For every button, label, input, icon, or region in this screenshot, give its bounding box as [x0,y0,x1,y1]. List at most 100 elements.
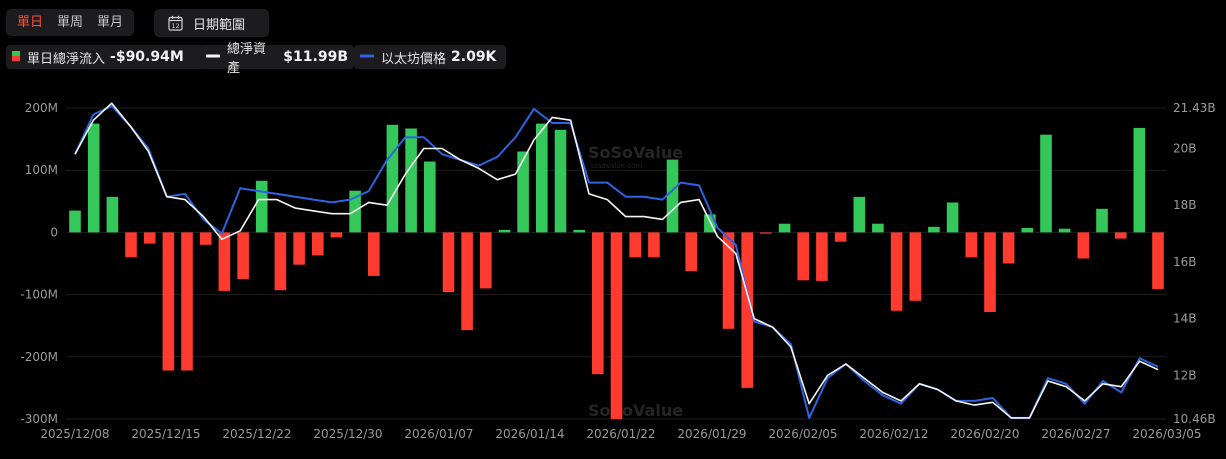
inflow-bar [704,214,716,233]
outflow-bar [368,232,380,276]
left-tick-label: -100M [20,288,58,302]
left-tick-label: 100M [25,163,58,177]
inflow-bar [1096,208,1108,233]
outflow-bar [274,232,287,291]
outflow-bar [143,232,156,244]
outflow-bar [312,232,324,256]
outflow-bar [610,232,623,419]
tab-daily[interactable]: 單日 [17,15,44,30]
right-tick-label: 10.46B [1173,412,1216,426]
outflow-bar [760,232,772,234]
outflow-bar [909,232,922,301]
x-tick-label: 2026/01/22 [586,427,655,441]
right-tick-label: 16B [1173,255,1197,269]
x-tick-label: 2026/03/05 [1132,427,1201,441]
inflow-bar [498,229,511,233]
left-tick-label: -200M [20,350,58,364]
daily-flow-bars [69,123,1164,419]
legend-label: 總淨資產 [227,42,267,76]
white-line-swatch-icon [205,50,221,65]
outflow-bar [629,232,641,258]
x-tick-label: 2026/02/20 [950,427,1019,441]
inflow-bar [1021,228,1034,233]
x-tick-label: 2025/12/08 [40,427,109,441]
inflow-bar [255,180,268,233]
outflow-bar [1002,232,1015,264]
outflow-bar [816,232,828,281]
legend-eth-price[interactable]: 以太坊價格 2.09K [354,45,506,69]
outflow-bar [330,232,343,238]
right-tick-label: 18B [1173,198,1197,212]
outflow-bar [834,232,847,242]
inflow-bar [928,226,940,233]
x-tick-label: 2026/02/27 [1041,427,1110,441]
inflow-bar [853,196,866,233]
outflow-bar [648,232,660,258]
legend-label: 以太坊價格 [381,51,447,67]
outflow-bar [741,232,753,388]
x-tick-label: 2026/01/29 [677,427,746,441]
inflow-bar [946,202,959,233]
x-axis-ticks: 2025/12/08 2025/12/15 2025/12/22 2025/12/30… [40,427,1201,441]
outflow-bar [480,232,492,289]
inflow-bar [1058,228,1071,233]
outflow-bar [1152,232,1164,289]
legend-label: 單日總淨流入 [27,51,106,67]
outflow-bar [125,232,137,258]
inflow-outflow-swatch-icon [12,50,20,65]
inflow-bar [386,124,399,233]
series-lines [74,102,1159,419]
outflow-bar [461,232,473,331]
outflow-bar [162,232,175,371]
inflow-bar [778,223,791,233]
x-tick-label: 2025/12/30 [313,427,382,441]
x-tick-label: 2026/01/14 [495,427,564,441]
legend-daily-inflow[interactable]: 單日總淨流入 -$90.94M [6,45,204,69]
outflow-bar [592,232,604,375]
inflow-bar [573,229,585,233]
left-tick-label: 200M [25,101,58,115]
inflow-bar [405,128,417,233]
outflow-bar [218,232,231,291]
x-tick-label: 2026/01/07 [404,427,473,441]
outflow-bar [181,232,193,371]
x-tick-label: 2026/02/12 [859,427,928,441]
outflow-bar [237,232,249,279]
outflow-bar [890,232,903,311]
inflow-bar [872,223,884,233]
right-tick-label: 21.43B [1173,101,1216,115]
calendar-icon: 12 [168,15,183,31]
outflow-bar [984,232,996,312]
left-axis-ticks: 200M 100M 0 -100M -200M -300M [20,101,58,426]
date-range-button[interactable]: 12 日期範圍 [154,9,269,37]
inflow-bar [1040,134,1052,233]
legend-value: 2.09K [451,49,497,65]
x-tick-label: 2025/12/15 [131,427,200,441]
outflow-bar [965,232,978,258]
inflow-bar [87,123,100,233]
outflow-bar [685,232,697,271]
outflow-bar [797,232,809,281]
eth-price-line [74,105,1159,419]
blue-line-swatch-icon [359,50,375,65]
calendar-icon-day: 12 [171,22,179,30]
inflow-bar [536,123,548,233]
legend-value: $11.99B [283,49,348,65]
tab-monthly[interactable]: 單月 [97,15,124,30]
x-tick-label: 2026/02/05 [768,427,837,441]
inflow-bar [424,161,436,233]
right-tick-label: 14B [1173,312,1197,326]
legend-value: -$90.94M [110,49,184,65]
inflow-bar [1133,127,1146,233]
legend-net-assets[interactable]: 總淨資產 $11.99B [200,42,354,76]
tab-weekly[interactable]: 單周 [57,15,84,30]
left-tick-label: -300M [20,412,58,426]
inflow-bar [517,151,529,233]
outflow-bar [293,232,305,265]
inflow-bar [69,210,81,233]
interval-tabs: 單日 單周 單月 [6,9,135,36]
outflow-bar [722,232,735,329]
x-tick-label: 2025/12/22 [222,427,291,441]
inflow-bar [666,159,679,233]
